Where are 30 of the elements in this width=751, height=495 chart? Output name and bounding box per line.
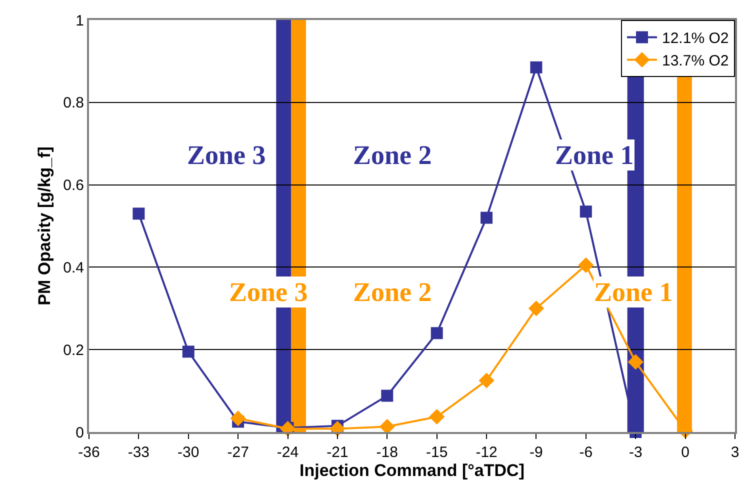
x-tick-label: 3 (730, 444, 740, 461)
x-tick-label: 0 (681, 444, 690, 461)
x-tick-label: -30 (178, 444, 200, 461)
x-tick-label: -6 (579, 444, 593, 461)
x-tick-label: -36 (78, 444, 100, 461)
legend-label: 12.1% O2 (662, 30, 729, 48)
x-tick-label: -15 (426, 444, 448, 461)
y-tick-label: 0.6 (63, 177, 84, 194)
y-tick-label: 0.2 (63, 342, 84, 359)
y-tick-label: 0 (76, 424, 84, 442)
legend-label: 13.7% O2 (662, 52, 729, 70)
x-tick-label: -27 (227, 444, 249, 461)
annotation: Zone 3 (229, 277, 308, 307)
y-tick-label: 0.8 (63, 94, 84, 112)
annotation: Zone 1 (594, 277, 673, 307)
x-tick-label: -21 (326, 444, 348, 461)
annotation: Zone 2 (353, 140, 432, 170)
annotation: Zone 1 (555, 140, 634, 170)
x-tick-label: -24 (276, 444, 299, 461)
x-tick-label: -33 (128, 444, 150, 461)
x-tick-label: -9 (530, 444, 543, 461)
x-axis-title: Injection Command [°aTDC] (300, 461, 524, 480)
x-tick-label: -18 (376, 444, 398, 461)
x-tick-label: -12 (476, 444, 498, 461)
y-tick-label: 0.4 (63, 259, 84, 276)
x-tick-label: -3 (628, 444, 642, 461)
y-axis-title: PM Opacity [g/kg_f] (35, 146, 54, 306)
y-tick-label: 1 (76, 12, 84, 30)
annotation: Zone 3 (187, 140, 266, 170)
annotation: Zone 2 (353, 277, 432, 307)
